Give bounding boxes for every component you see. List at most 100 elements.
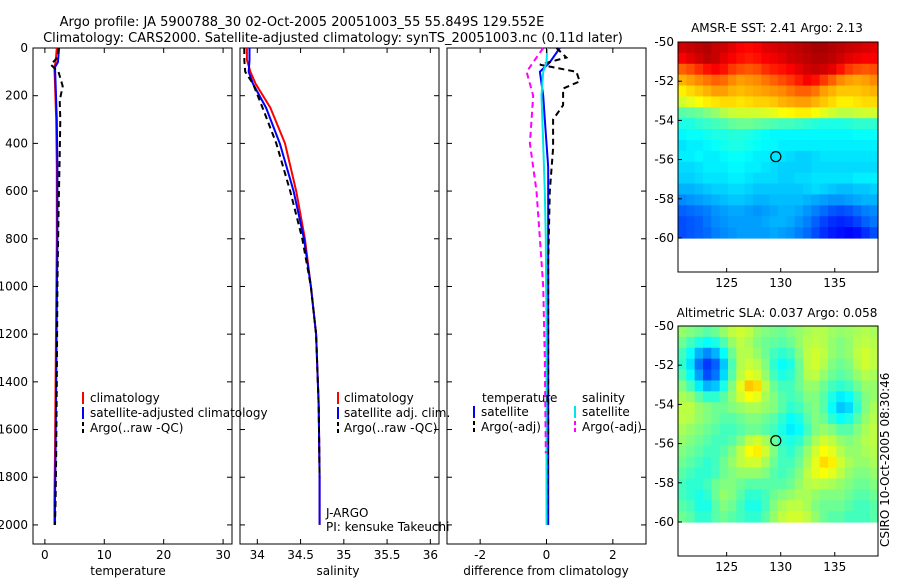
map-cell: [694, 347, 704, 360]
map-cell: [778, 194, 787, 206]
map-cell: [694, 63, 704, 76]
map-cell: [719, 369, 729, 382]
map-cell: [678, 227, 687, 239]
map-cell: [869, 402, 879, 414]
map-cell: [828, 63, 837, 76]
map-cell: [728, 478, 737, 490]
map-cell: [794, 140, 804, 152]
map-cell: [711, 456, 721, 469]
map-cell: [686, 183, 696, 196]
map-cell: [694, 358, 704, 371]
map-cell: [861, 445, 871, 458]
map-cell: [828, 52, 837, 65]
map-cell: [853, 336, 862, 349]
pi-annotation: PI: kensuke Takeuchi: [326, 520, 449, 534]
map-cell: [869, 467, 879, 480]
map-cell: [778, 227, 787, 239]
map-cell: [686, 42, 696, 54]
map-cell: [819, 107, 829, 119]
map-cell: [769, 183, 779, 196]
map-cell: [811, 118, 821, 130]
series-salinity-argo-adj: [525, 47, 547, 454]
map-cell: [803, 434, 812, 447]
map-cell: [811, 150, 821, 163]
map-cell: [686, 216, 696, 228]
map-cell: [778, 216, 787, 228]
map-cell: [811, 347, 821, 360]
map-cell: [719, 227, 729, 239]
map-cell: [769, 205, 779, 217]
map-cell: [686, 478, 696, 490]
map-cell: [794, 74, 804, 87]
map-cell: [694, 467, 704, 480]
map-cell: [861, 205, 871, 217]
map-cell: [853, 216, 862, 228]
map-cell: [736, 205, 746, 217]
map-cell: [703, 326, 712, 338]
map-cell: [794, 380, 804, 392]
map-cell: [719, 402, 729, 414]
map-cell: [844, 85, 854, 98]
map-cell: [678, 63, 687, 76]
map-cell: [819, 205, 829, 217]
map-cell: [753, 478, 762, 490]
map-cell: [803, 336, 812, 349]
map-cell: [836, 467, 846, 480]
map-cell: [686, 511, 696, 523]
map-cell: [744, 96, 754, 108]
map-cell: [694, 445, 704, 458]
map-cell: [678, 402, 687, 414]
map-cell: [828, 205, 837, 217]
map-cell: [719, 391, 729, 403]
map-cell: [844, 118, 854, 130]
map-cell: [853, 467, 862, 480]
map-cell: [761, 161, 771, 174]
map-cell: [786, 347, 796, 360]
map-cell: [761, 369, 771, 382]
map-cell: [786, 336, 796, 349]
map-cell: [728, 511, 737, 523]
map-cell: [744, 161, 754, 174]
map-cell: [861, 63, 871, 76]
map-cell: [836, 478, 846, 490]
map-cell: [794, 42, 804, 54]
map-cell: [711, 85, 721, 98]
map-cell: [778, 347, 787, 360]
map-cell: [794, 434, 804, 447]
map-cell: [786, 326, 796, 338]
map-cell: [844, 150, 854, 163]
map-cell: [794, 456, 804, 469]
map-cell: [761, 227, 771, 239]
map-cell: [769, 74, 779, 87]
map-cell: [836, 52, 846, 65]
map-cell: [794, 336, 804, 349]
map-cell: [844, 424, 854, 436]
map-cell: [836, 42, 846, 54]
salinity-x-ticks: 34 34.5 35 35.5 36: [240, 47, 439, 562]
map-cell: [819, 358, 829, 371]
map-cell: [686, 358, 696, 371]
map-cell: [711, 194, 721, 206]
map-cell: [719, 42, 729, 54]
map-cell: [769, 172, 779, 185]
map-cell: [744, 52, 754, 65]
map-cell: [728, 445, 737, 458]
salinity-x-label: salinity: [316, 564, 359, 578]
map-cell: [711, 358, 721, 371]
map-cell: [786, 445, 796, 458]
map-cell: [711, 140, 721, 152]
map-cell: [769, 326, 779, 338]
map-cell: [678, 413, 687, 425]
legend-label-argo: Argo(..raw -QC): [90, 421, 183, 435]
map-cell: [711, 478, 721, 490]
map-cell: [869, 52, 879, 65]
map-cell: [861, 434, 871, 447]
map-cell: [803, 489, 812, 501]
map-cell: [811, 467, 821, 480]
map-cell: [769, 391, 779, 403]
map-cell: [711, 380, 721, 392]
map-cell: [761, 478, 771, 490]
map-cell: [736, 358, 746, 371]
legend-label-satellite-adj: satellite adj. clim.: [344, 406, 450, 420]
map-cell: [794, 511, 804, 523]
